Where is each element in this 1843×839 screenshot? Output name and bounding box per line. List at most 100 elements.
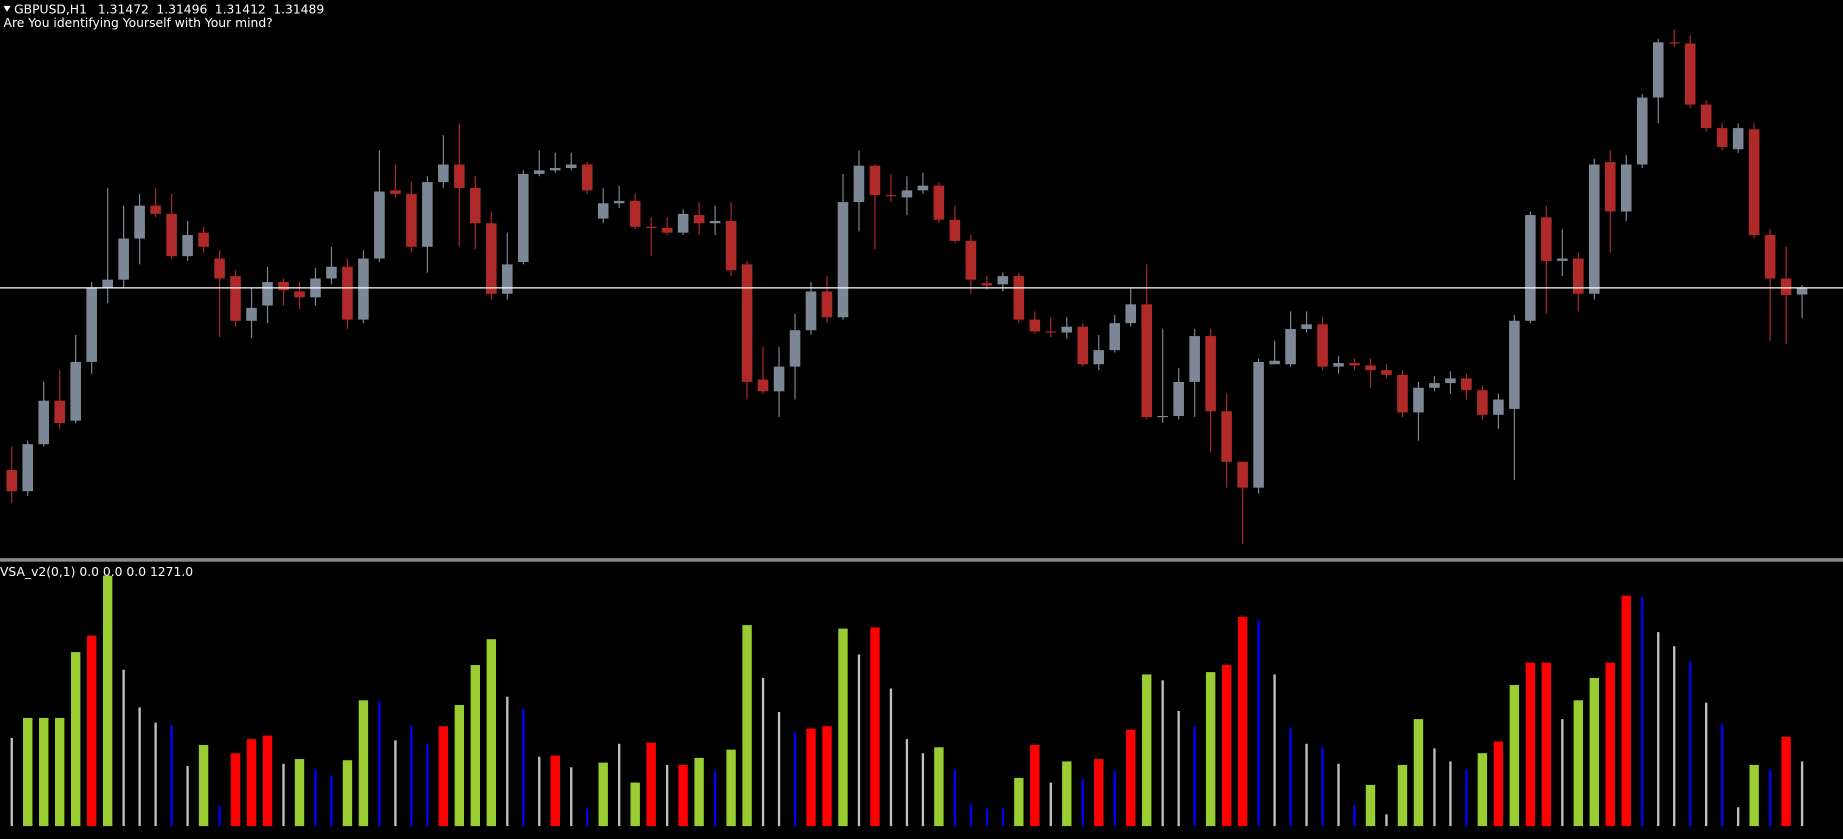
- candle-body: [262, 282, 273, 306]
- candle-body: [981, 283, 993, 286]
- candle-body: [1588, 164, 1600, 294]
- candle-body: [6, 470, 18, 492]
- candle-body: [1652, 42, 1664, 98]
- volume-bar: [330, 775, 333, 827]
- candle-body: [342, 266, 353, 320]
- candle-body: [1780, 278, 1792, 295]
- candle-body: [1317, 324, 1328, 367]
- candle-body: [1636, 97, 1648, 165]
- volume-bar: [985, 808, 989, 827]
- volume-bar: [1621, 595, 1631, 827]
- candle-body: [1700, 104, 1712, 129]
- volume-bar: [1705, 702, 1708, 827]
- candle-body: [1125, 304, 1137, 324]
- candle-body: [1573, 258, 1584, 294]
- volume-bar: [522, 708, 525, 827]
- candle-body: [102, 279, 113, 288]
- volume-bar: [1413, 719, 1424, 827]
- volume-bar: [1062, 761, 1072, 827]
- volume-bar: [1781, 736, 1791, 827]
- volume-bar: [1365, 784, 1376, 827]
- volume-bar: [1493, 741, 1504, 827]
- candle-body: [118, 238, 129, 280]
- volume-bar: [1237, 616, 1248, 827]
- candle-body: [517, 173, 529, 263]
- volume-bar: [39, 717, 49, 827]
- volume-bar: [358, 700, 369, 827]
- candle-body: [1349, 363, 1360, 366]
- collapse-icon[interactable]: [3, 5, 11, 12]
- candle-body: [134, 205, 145, 239]
- volume-bar: [1205, 672, 1216, 827]
- volume-bar: [1001, 808, 1005, 827]
- candle-body: [1381, 370, 1392, 375]
- candle-body: [1764, 235, 1776, 279]
- volume-bar: [1657, 632, 1660, 827]
- candle-body: [613, 200, 625, 204]
- candle-body: [1157, 415, 1168, 418]
- candle-body: [230, 276, 241, 321]
- candle-body: [1093, 350, 1105, 365]
- volume-bar: [793, 732, 797, 827]
- volume-bar: [1720, 723, 1724, 827]
- volume-bar: [921, 753, 925, 827]
- volume-bar: [314, 769, 317, 827]
- volume-bar: [1221, 665, 1232, 827]
- volume-bar: [262, 735, 273, 827]
- volume-bar: [1573, 700, 1584, 827]
- candle-body: [853, 165, 865, 203]
- candle-body: [1077, 326, 1089, 365]
- volume-bar: [1800, 761, 1804, 827]
- candle-body: [326, 266, 337, 279]
- candle-body: [725, 220, 737, 271]
- volume-bar: [618, 743, 621, 827]
- volume-bar: [726, 749, 736, 827]
- candle-body: [1333, 363, 1344, 367]
- volume-bar: [230, 753, 241, 827]
- volume-bar: [665, 764, 669, 827]
- volume-bar: [598, 762, 608, 827]
- candle-body: [1525, 215, 1536, 321]
- candle-body: [741, 264, 753, 382]
- volume-bar: [1509, 685, 1520, 827]
- subtitle: Are You identifying Yourself with Your m…: [4, 16, 273, 30]
- candle-body: [1365, 365, 1376, 371]
- volume-bar: [1477, 753, 1488, 827]
- volume-bar: [1257, 620, 1260, 827]
- volume-bar: [1449, 761, 1452, 827]
- volume-bar: [1433, 748, 1436, 827]
- candle-body: [1013, 276, 1025, 320]
- volume-bar: [102, 575, 113, 827]
- candle-body: [1301, 324, 1312, 330]
- last-high: 1.31496: [156, 2, 207, 16]
- candle-body: [565, 164, 577, 169]
- volume-bar: [1126, 729, 1136, 827]
- volume-bar: [1397, 764, 1408, 827]
- volume-bar: [1321, 747, 1324, 827]
- volume-bar: [1142, 674, 1152, 827]
- volume-bar: [1094, 759, 1104, 827]
- candle-body: [837, 202, 849, 318]
- volume-bar: [1541, 662, 1552, 827]
- candle-body: [1045, 331, 1057, 333]
- candle-body: [1796, 287, 1808, 295]
- candle-body: [1109, 323, 1121, 351]
- volume-bar: [1193, 726, 1196, 827]
- volume-bar: [70, 652, 81, 827]
- candle-body: [502, 264, 513, 294]
- volume-bar: [10, 737, 13, 827]
- candle-body: [1445, 378, 1456, 384]
- volume-bar: [1736, 807, 1740, 827]
- volume-bar: [969, 803, 973, 827]
- volume-bar: [438, 726, 449, 827]
- candle-body: [1604, 162, 1616, 212]
- volume-bar: [857, 654, 861, 827]
- volume-bar: [1030, 744, 1040, 827]
- symbol: GBPUSD,H1: [14, 2, 87, 16]
- candle-body: [661, 227, 673, 233]
- volume-bar: [186, 766, 189, 827]
- candle-body: [406, 193, 417, 247]
- candle-body: [438, 164, 449, 183]
- volume-bar: [1605, 662, 1615, 827]
- candle-body: [1509, 320, 1520, 409]
